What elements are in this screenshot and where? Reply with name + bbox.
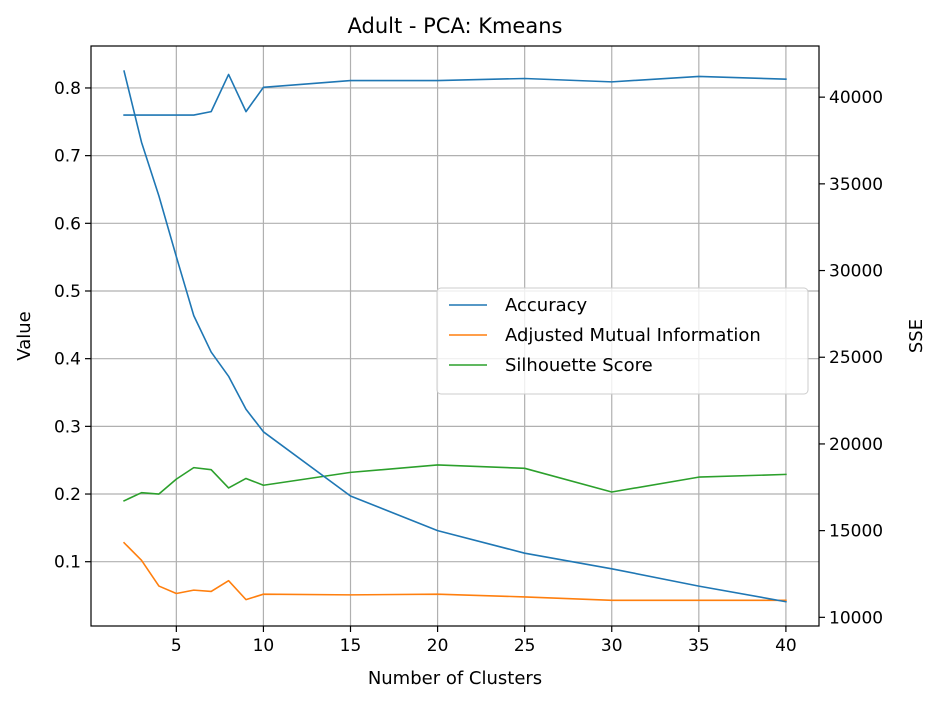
series-line-sse (123, 70, 787, 603)
series-line-accuracy (123, 73, 787, 116)
y2-tick-label: 10000 (829, 608, 883, 628)
y-tick-label: 0.2 (54, 485, 81, 505)
legend-label: Silhouette Score (505, 355, 653, 376)
plot-frame (90, 45, 820, 627)
x-tick-label: 25 (514, 636, 536, 656)
legend-label: Adjusted Mutual Information (505, 325, 761, 346)
y-tick-label: 0.6 (54, 214, 81, 234)
y2-axis-label: SSE (906, 319, 927, 353)
y-tick-label: 0.1 (54, 553, 81, 573)
series-layer (122, 70, 787, 603)
x-axis: 5 10 15 20 25 30 35 40 (171, 626, 797, 656)
x-tick-label: 5 (171, 636, 182, 656)
chart-title: Adult - PCA: Kmeans (348, 14, 563, 38)
y-tick-label: 0.4 (54, 350, 81, 370)
x-tick-label: 10 (253, 636, 275, 656)
x-tick-label: 15 (340, 636, 362, 656)
y2-tick-label: 40000 (829, 88, 883, 108)
y2-tick-label: 15000 (829, 522, 883, 542)
grid (91, 46, 819, 626)
x-tick-label: 30 (601, 636, 623, 656)
x-tick-label: 20 (427, 636, 449, 656)
legend: Accuracy Adjusted Mutual Information Silho… (436, 287, 809, 395)
y-tick-label: 0.3 (54, 417, 81, 437)
y-axis-label: Value (14, 311, 35, 360)
x-tick-label: 40 (775, 636, 797, 656)
legend-label: Accuracy (505, 295, 588, 316)
y2-tick-label: 35000 (829, 175, 883, 195)
y2-tick-label: 25000 (829, 348, 883, 368)
y2-tick-label: 30000 (829, 262, 883, 282)
series-line-adjusted-mutual-information (122, 541, 787, 602)
y-tick-label: 0.5 (54, 282, 81, 302)
y-axis-left: 0.1 0.2 0.3 0.4 0.5 0.6 0.7 0.8 (54, 79, 91, 573)
y-tick-label: 0.7 (54, 147, 81, 167)
series-line-silhouette-score (123, 464, 787, 502)
x-axis-label: Number of Clusters (368, 668, 542, 689)
y-axis-right: 10000 15000 20000 25000 30000 35000 40000 (819, 88, 883, 628)
y2-tick-label: 20000 (829, 435, 883, 455)
x-tick-label: 35 (688, 636, 710, 656)
y-tick-label: 0.8 (54, 79, 81, 99)
legend-frame (436, 287, 809, 395)
